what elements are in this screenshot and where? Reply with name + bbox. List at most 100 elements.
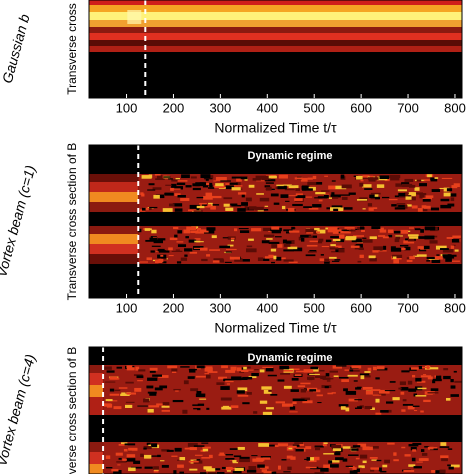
heatmap-texture: [149, 367, 158, 371]
heatmap-texture: [331, 251, 336, 253]
heatmap-texture: [280, 194, 289, 198]
heatmap-texture: [284, 188, 295, 191]
heatmap-texture: [171, 179, 180, 182]
heatmap-texture: [237, 192, 247, 195]
heatmap-texture: [294, 442, 304, 444]
heatmap-texture: [453, 370, 457, 373]
heatmap-texture: [229, 182, 238, 185]
heatmap-texture: [414, 187, 420, 191]
heatmap-texture: [173, 226, 179, 230]
heatmap-texture: [371, 226, 381, 229]
heatmap-texture: [379, 175, 390, 180]
heatmap-texture: [286, 241, 292, 244]
heatmap-texture: [196, 365, 205, 369]
heatmap-texture: [117, 464, 121, 466]
heatmap-texture: [431, 189, 441, 192]
heatmap-texture: [167, 365, 178, 369]
heatmap-texture: [189, 204, 200, 209]
heatmap-texture: [305, 254, 316, 257]
heatmap-texture: [285, 231, 290, 234]
heatmap-texture: [226, 248, 237, 251]
annotation: Dynamic regime: [248, 150, 333, 162]
heatmap-texture: [446, 237, 454, 239]
heatmap-texture: [223, 203, 230, 207]
heatmap-texture: [194, 454, 203, 456]
heatmap-texture: [419, 193, 427, 196]
heatmap-texture: [138, 228, 142, 233]
heatmap-texture: [128, 467, 136, 472]
heatmap-texture: [376, 366, 385, 370]
heatmap-texture: [412, 405, 420, 407]
heatmap-texture: [108, 400, 118, 402]
heatmap-texture: [359, 373, 370, 376]
heatmap-texture: [196, 205, 205, 209]
heatmap-texture: [430, 178, 438, 182]
heatmap-texture: [387, 442, 395, 445]
heatmap-texture: [277, 465, 281, 470]
heatmap-texture: [447, 464, 451, 467]
heatmap-texture: [197, 403, 205, 406]
heatmap-texture: [415, 377, 422, 382]
heatmap-texture: [212, 204, 220, 206]
heatmap-texture: [306, 232, 314, 234]
heatmap-texture: [378, 235, 386, 237]
heatmap-texture: [364, 405, 373, 410]
heatmap-texture: [290, 389, 299, 392]
heatmap-texture: [432, 378, 442, 382]
heatmap-texture: [162, 208, 173, 212]
heatmap-texture: [443, 192, 451, 197]
heatmap-texture: [324, 258, 330, 262]
heatmap-texture: [265, 186, 272, 191]
heatmap-texture: [422, 197, 432, 200]
heatmap-texture: [144, 466, 153, 469]
heatmap-texture: [415, 395, 427, 397]
heatmap-texture: [200, 174, 211, 178]
heatmap-texture: [194, 240, 201, 243]
heatmap-texture: [149, 237, 158, 242]
heatmap-texture: [293, 247, 303, 252]
heatmap-texture: [225, 467, 235, 470]
heatmap-texture: [232, 470, 242, 474]
heatmap-texture: [317, 196, 328, 199]
heatmap-texture: [271, 226, 280, 230]
heatmap-texture: [125, 458, 136, 462]
heatmap-texture: [179, 471, 184, 474]
heatmap-texture: [390, 246, 396, 248]
heatmap-texture: [265, 179, 276, 182]
heatmap-texture: [380, 410, 389, 413]
heatmap-texture: [283, 249, 294, 252]
plot-frame: [88, 0, 463, 99]
heatmap-texture: [187, 209, 197, 212]
heatmap-texture: [154, 387, 163, 391]
heatmap-texture: [302, 400, 313, 404]
heatmap-texture: [163, 176, 171, 178]
heatmap-texture: [263, 471, 274, 474]
heatmap-texture: [225, 380, 234, 383]
heatmap-texture: [387, 229, 394, 233]
heatmap-texture: [332, 448, 342, 452]
heatmap-texture: [306, 457, 311, 461]
heatmap-texture: [103, 403, 112, 407]
heatmap-texture: [384, 390, 396, 392]
heatmap-texture: [193, 408, 200, 410]
heatmap-texture: [115, 452, 123, 456]
heatmap-texture: [189, 369, 196, 373]
heatmap-texture: [212, 260, 221, 263]
heatmap-texture: [238, 367, 247, 371]
heatmap-texture: [182, 409, 188, 414]
heatmap-texture: [246, 245, 253, 248]
heatmap-texture: [369, 194, 378, 199]
heatmap-texture: [155, 259, 163, 263]
heatmap-texture: [404, 246, 411, 251]
x-tick-label: 500: [303, 300, 325, 315]
heatmap-texture: [180, 257, 188, 261]
heatmap-texture: [225, 454, 234, 456]
heatmap-texture: [221, 466, 229, 470]
heatmap-texture: [398, 387, 402, 390]
heatmap-texture: [115, 378, 120, 380]
heatmap-texture: [423, 399, 431, 403]
heatmap-texture: [157, 238, 166, 241]
heatmap-texture: [214, 185, 225, 188]
heatmap-texture: [105, 455, 111, 459]
heatmap-texture: [315, 446, 321, 451]
